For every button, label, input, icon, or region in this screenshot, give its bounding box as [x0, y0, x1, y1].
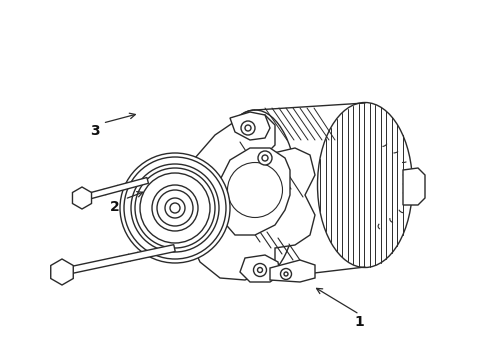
Polygon shape [61, 245, 175, 275]
Ellipse shape [164, 198, 184, 218]
Ellipse shape [189, 201, 197, 209]
Ellipse shape [135, 168, 215, 248]
Ellipse shape [253, 264, 266, 276]
Ellipse shape [258, 151, 271, 165]
Ellipse shape [212, 110, 297, 280]
Ellipse shape [152, 185, 198, 231]
Ellipse shape [157, 190, 193, 226]
Ellipse shape [262, 155, 267, 161]
Ellipse shape [170, 203, 180, 213]
Ellipse shape [120, 153, 229, 263]
Text: 3: 3 [90, 125, 100, 138]
Polygon shape [72, 187, 91, 209]
Polygon shape [240, 255, 280, 282]
Ellipse shape [183, 195, 203, 215]
Polygon shape [402, 168, 424, 205]
Polygon shape [269, 260, 314, 282]
Ellipse shape [241, 121, 254, 135]
Ellipse shape [227, 162, 282, 217]
Text: 2: 2 [110, 200, 120, 214]
Ellipse shape [284, 272, 287, 276]
Polygon shape [218, 148, 289, 235]
Text: 1: 1 [354, 315, 364, 329]
Polygon shape [229, 112, 269, 140]
Polygon shape [81, 177, 148, 201]
Ellipse shape [257, 267, 262, 273]
Ellipse shape [124, 157, 225, 259]
Ellipse shape [244, 125, 250, 131]
Ellipse shape [280, 269, 291, 279]
Ellipse shape [131, 164, 219, 252]
Polygon shape [184, 115, 314, 280]
Polygon shape [51, 259, 73, 285]
Ellipse shape [317, 103, 412, 267]
Ellipse shape [140, 173, 209, 243]
